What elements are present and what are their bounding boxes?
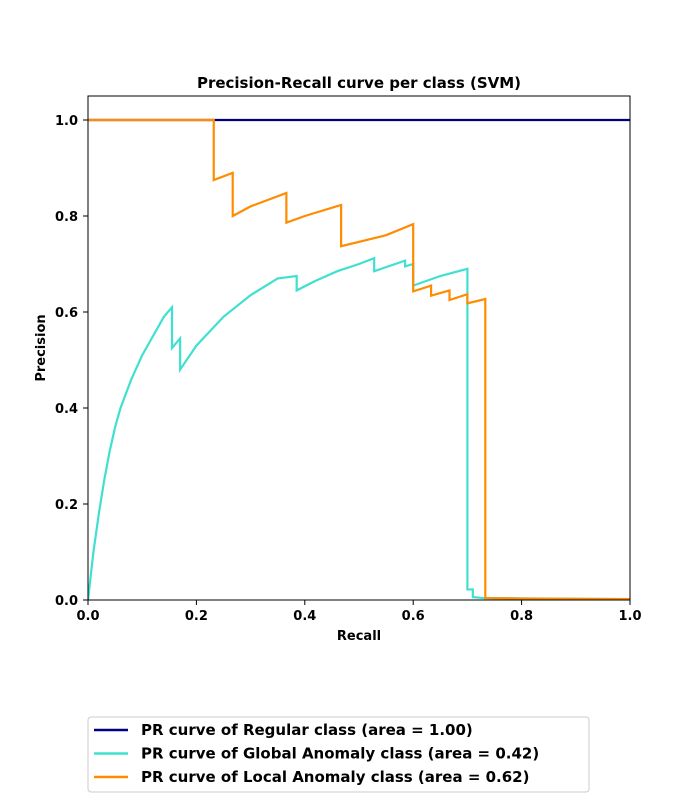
legend: PR curve of Regular class (area = 1.00) P… xyxy=(87,716,590,793)
series-line-2 xyxy=(88,118,630,600)
legend-label-0: PR curve of Regular class (area = 1.00) xyxy=(141,721,473,739)
chart-title: Precision-Recall curve per class (SVM) xyxy=(197,74,521,92)
series-line-1 xyxy=(88,256,630,600)
x-tick-label: 0.4 xyxy=(293,609,316,624)
y-axis-label: Precision xyxy=(34,314,49,381)
y-tick-label: 0.4 xyxy=(55,402,78,417)
plot-area: 0.0 0.2 0.4 0.6 0.8 1.0 0.0 0.2 0.4 0.6 0.8 1.0 xyxy=(55,95,642,624)
legend-label-1: PR curve of Global Anomaly class (area =… xyxy=(141,745,539,763)
y-tick-label: 1.0 xyxy=(55,114,78,129)
x-tick-label: 1.0 xyxy=(618,609,641,624)
y-tick-label: 0.8 xyxy=(55,210,78,225)
x-axis-label: Recall xyxy=(337,629,381,644)
legend-box xyxy=(87,716,590,793)
x-tick-label: 0.2 xyxy=(185,609,208,624)
y-tick-label: 0.2 xyxy=(55,498,78,513)
legend-label-2: PR curve of Local Anomaly class (area = … xyxy=(141,768,529,786)
y-tick-label: 0.0 xyxy=(55,594,78,609)
x-tick-label: 0.0 xyxy=(76,609,99,624)
x-tick-label: 0.8 xyxy=(510,609,533,624)
x-tick-label: 0.6 xyxy=(402,609,425,624)
plot-frame xyxy=(87,95,631,601)
y-tick-label: 0.6 xyxy=(55,306,78,321)
